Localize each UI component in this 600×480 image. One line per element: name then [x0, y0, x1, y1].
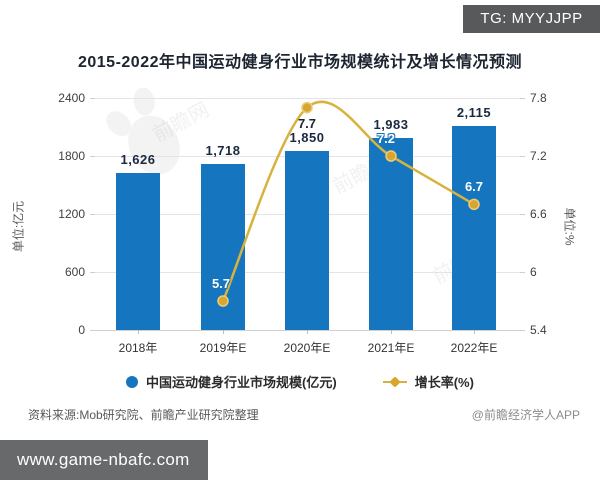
- bar-value-label: 1,718: [205, 143, 241, 158]
- x-axis-tick-label: 2019年E: [199, 341, 247, 355]
- right-tick-mark: [520, 272, 525, 273]
- x-axis-tick-label: 2022年E: [450, 341, 498, 355]
- gridline: [95, 98, 520, 99]
- legend-item-market-size: 中国运动健身行业市场规模(亿元): [126, 372, 337, 391]
- bar-2022年E: [452, 126, 496, 330]
- left-tick-mark: [90, 156, 95, 157]
- left-tick-mark: [90, 98, 95, 99]
- line-value-label: 6.7: [464, 179, 484, 195]
- legend-item-growth-rate: 增长率(%): [382, 372, 474, 391]
- legend: 中国运动健身行业市场规模(亿元) 增长率(%): [0, 372, 600, 391]
- x-tick-mark: [474, 330, 475, 334]
- left-axis-tick-label: 600: [64, 265, 85, 279]
- left-tick-mark: [90, 330, 95, 331]
- right-axis-tick-label: 6.6: [530, 207, 547, 221]
- left-axis-unit-label: 单位:亿元: [11, 200, 26, 253]
- bar-2021年E: [369, 138, 413, 330]
- line-series-marker-icon: [382, 380, 407, 383]
- credit-text: @前瞻经济学人APP: [471, 408, 580, 422]
- bar-value-label: 1,626: [120, 152, 156, 167]
- x-tick-mark: [391, 330, 392, 334]
- bar-value-label: 2,115: [456, 105, 492, 120]
- right-axis-tick-label: 6: [530, 265, 537, 279]
- x-tick-mark: [307, 330, 308, 334]
- right-tick-mark: [520, 98, 525, 99]
- chart-title: 2015-2022年中国运动健身行业市场规模统计及增长情况预测: [77, 54, 523, 71]
- bar-value-label: 1,850: [289, 130, 325, 145]
- legend-label: 中国运动健身行业市场规模(亿元): [146, 375, 337, 390]
- line-value-label: 7.7: [297, 115, 317, 131]
- left-tick-mark: [90, 214, 95, 215]
- tg-badge: TG: MYYJJPP: [463, 5, 600, 33]
- left-axis-tick-label: 1200: [58, 207, 85, 221]
- data-source-text: 资料来源:Mob研究院、前瞻产业研究院整理: [28, 408, 259, 422]
- line-point-marker: [385, 150, 397, 162]
- chart-area: 前瞻网 前瞻网 前瞻网 05.4600612006.618007.224007.…: [0, 88, 600, 368]
- bar-2020年E: [285, 151, 329, 330]
- line-value-label: 5.7: [211, 276, 231, 291]
- left-axis-tick-label: 2400: [58, 91, 85, 105]
- line-value-label: 7.2: [376, 131, 396, 146]
- right-axis-unit-label: 单位:%: [562, 207, 577, 246]
- right-axis-tick-label: 7.2: [530, 149, 547, 163]
- line-point-marker: [301, 101, 313, 114]
- x-tick-mark: [138, 330, 139, 334]
- line-point-marker: [217, 295, 229, 307]
- growth-rate-line: [217, 100, 480, 307]
- right-axis-tick-label: 7.8: [530, 91, 547, 105]
- x-axis-tick-label: 2021年E: [367, 341, 415, 355]
- bar-series-marker-icon: [126, 375, 139, 388]
- left-axis-tick-label: 0: [78, 323, 85, 337]
- site-url-badge: www.game-nbafc.com: [0, 440, 208, 480]
- x-tick-mark: [223, 330, 224, 334]
- x-axis-tick-label: 2018年: [118, 341, 158, 355]
- left-tick-mark: [90, 272, 95, 273]
- footer: 资料来源:Mob研究院、前瞻产业研究院整理 @前瞻经济学人APP: [0, 406, 600, 423]
- bar-2018年: [116, 173, 160, 330]
- left-axis-tick-label: 1800: [58, 149, 85, 163]
- right-tick-mark: [520, 156, 525, 157]
- right-axis-tick-label: 5.4: [530, 323, 547, 337]
- line-point-marker: [468, 198, 480, 211]
- plot-area: 0 5.4 600 6 1200 6.6 1800 7.2 2400 7.8 1,626 2018年 1…: [58, 91, 546, 355]
- x-axis-tick-label: 2020年E: [283, 341, 331, 355]
- legend-label: 增长率(%): [414, 375, 474, 390]
- right-tick-mark: [520, 214, 525, 215]
- bar-value-label: 1,983: [373, 117, 409, 132]
- right-tick-mark: [520, 330, 525, 331]
